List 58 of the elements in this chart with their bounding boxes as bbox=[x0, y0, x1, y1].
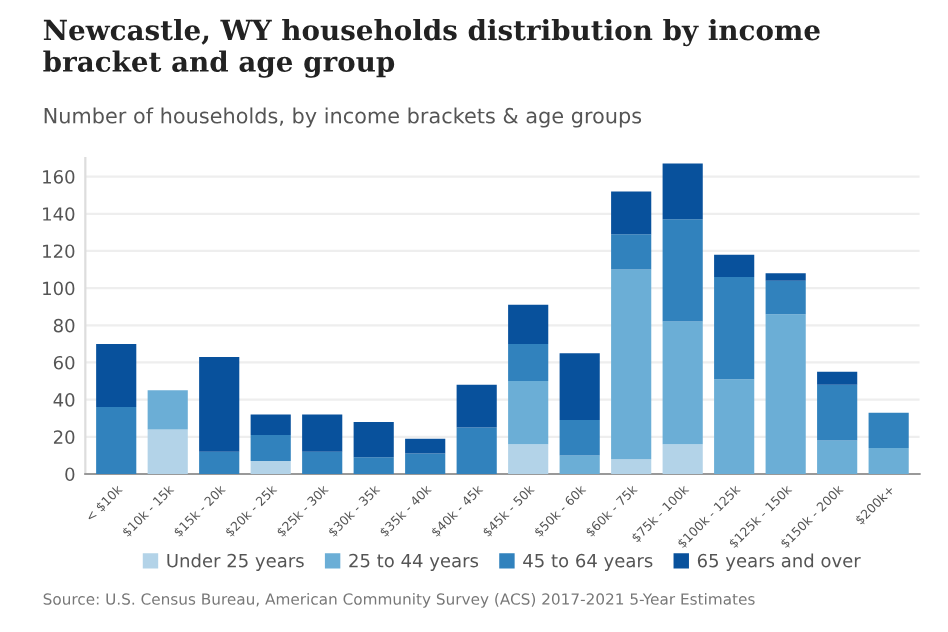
bar bbox=[147, 390, 188, 430]
bar bbox=[250, 460, 291, 474]
bar bbox=[611, 191, 652, 235]
y-tick-label: 100 bbox=[43, 281, 75, 296]
bar bbox=[405, 438, 446, 454]
bar bbox=[714, 254, 755, 277]
bar bbox=[559, 353, 600, 421]
bar bbox=[662, 321, 703, 445]
bar bbox=[559, 420, 600, 456]
bar bbox=[765, 280, 806, 315]
bar bbox=[302, 451, 343, 474]
bar bbox=[302, 414, 343, 452]
y-tick-label: 0 bbox=[65, 467, 75, 482]
bar bbox=[714, 379, 755, 474]
bar bbox=[817, 371, 858, 385]
bar bbox=[559, 455, 600, 474]
bar bbox=[250, 434, 291, 461]
bar bbox=[714, 276, 755, 380]
bar bbox=[611, 459, 652, 474]
bar bbox=[508, 381, 549, 445]
bar bbox=[199, 356, 240, 452]
bar bbox=[147, 429, 188, 474]
bar bbox=[817, 384, 858, 441]
bar bbox=[765, 314, 806, 474]
chart-title: Newcastle, WY households distribution by income bracket and age group bbox=[43, 18, 820, 78]
bar bbox=[96, 407, 137, 474]
bar bbox=[662, 444, 703, 474]
bar bbox=[405, 453, 446, 474]
bar bbox=[456, 427, 497, 474]
bar bbox=[199, 451, 240, 474]
y-tick-label: 40 bbox=[53, 393, 75, 407]
bar bbox=[508, 304, 549, 344]
bar bbox=[611, 234, 652, 270]
bar bbox=[662, 219, 703, 322]
legend-label: 65 years and over bbox=[697, 553, 861, 571]
bar bbox=[96, 343, 137, 408]
y-tick-label: 140 bbox=[43, 207, 75, 221]
bar bbox=[353, 457, 394, 474]
bar bbox=[868, 412, 909, 448]
bar bbox=[508, 343, 549, 382]
y-tick-label: 160 bbox=[43, 170, 75, 184]
chart-subtitle: Number of households, by income brackets & age groups bbox=[44, 107, 642, 128]
bar bbox=[456, 384, 497, 428]
bar bbox=[765, 273, 806, 281]
y-tick-label: 20 bbox=[53, 430, 75, 444]
y-tick-label: 120 bbox=[43, 244, 75, 259]
y-tick-label: 80 bbox=[53, 318, 75, 333]
legend-label: 25 to 44 years bbox=[349, 553, 479, 571]
y-tick-label: 60 bbox=[53, 355, 75, 370]
legend-label: 45 to 64 years bbox=[523, 553, 653, 571]
bar bbox=[353, 421, 394, 458]
bar bbox=[250, 414, 291, 435]
legend-label: Under 25 years bbox=[167, 553, 304, 571]
bar bbox=[611, 269, 652, 460]
bar bbox=[662, 163, 703, 220]
bar bbox=[817, 440, 858, 474]
bar bbox=[508, 444, 549, 474]
bar bbox=[868, 447, 909, 474]
